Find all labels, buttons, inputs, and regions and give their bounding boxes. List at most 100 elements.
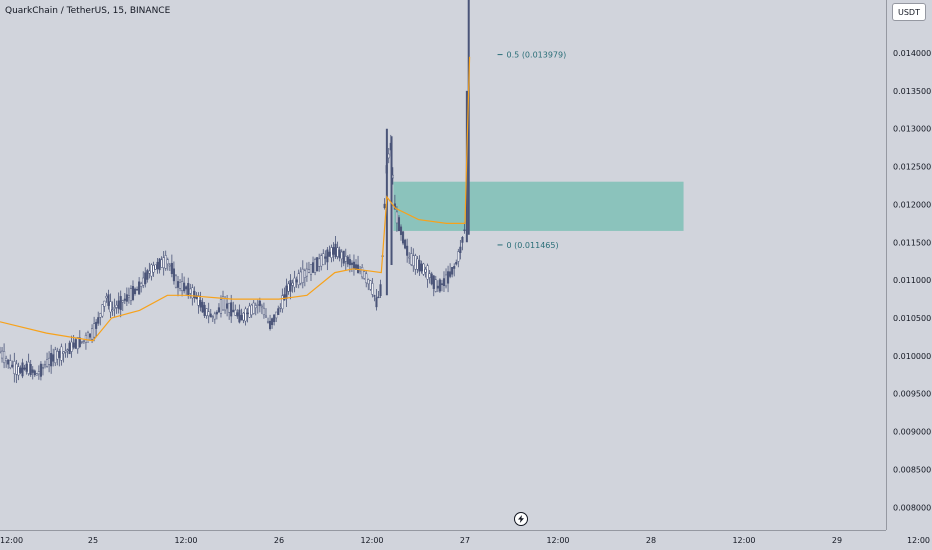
x-tick-label: 12:00 (174, 536, 197, 545)
candle-body (418, 260, 421, 272)
candle-body (136, 289, 139, 291)
candle-body (131, 286, 135, 300)
candle-body (3, 351, 6, 364)
candle-body (336, 247, 339, 257)
candle-body (330, 247, 333, 258)
candle-body (303, 270, 306, 278)
candle-body (148, 270, 151, 274)
candle-body (191, 287, 194, 299)
candle-body (444, 274, 448, 287)
candle-body (434, 279, 437, 292)
candle-body (15, 363, 18, 375)
candle-body (11, 364, 14, 367)
fib-zone-box[interactable] (393, 181, 684, 231)
candle-body (291, 282, 294, 286)
candle-body (410, 253, 413, 265)
candle-body (7, 359, 10, 365)
candle-body (344, 256, 347, 262)
candle-body (281, 295, 284, 310)
candle-body (209, 313, 212, 318)
candle-body (365, 273, 368, 284)
y-tick-label: 0.008500 (893, 465, 931, 474)
candle-body (342, 250, 345, 264)
candle-body (447, 271, 450, 284)
candle-body (279, 306, 282, 309)
candle-body (328, 251, 331, 257)
candle-body (0, 350, 4, 359)
candle-body (119, 296, 122, 310)
candle-body (76, 337, 79, 350)
y-tick-label: 0.013000 (893, 125, 931, 134)
candle-body (156, 261, 159, 269)
candle-body (436, 285, 439, 289)
candle-body (27, 361, 30, 374)
candle-body (111, 309, 114, 311)
candle-body (252, 302, 255, 314)
candle-body (309, 263, 313, 275)
candle-body (109, 301, 112, 313)
candle-body (244, 308, 247, 322)
candle-body (318, 258, 321, 267)
candle-body (232, 309, 235, 313)
candle-body (246, 312, 249, 315)
candle-body (438, 279, 441, 292)
candle-body (379, 284, 382, 296)
candle-body (324, 256, 327, 259)
candle-body (72, 342, 75, 348)
y-tick-label: 0.009000 (893, 428, 931, 437)
candle-body (52, 354, 55, 362)
candle-body (21, 362, 24, 377)
y-tick-label: 0.010000 (893, 352, 931, 361)
candle-body (295, 279, 298, 283)
candle-body (305, 268, 308, 277)
candle-body (449, 271, 452, 277)
candle-body (352, 261, 356, 270)
candle-body (166, 259, 169, 265)
candle-body (146, 270, 149, 280)
symbol-title: QuarkChain / TetherUS, 15, BINANCE (5, 6, 171, 16)
candle-body (158, 258, 161, 271)
candle-body (334, 243, 337, 258)
candle-body (29, 364, 32, 375)
y-tick-label: 0.014000 (893, 49, 931, 58)
candle-body (54, 349, 57, 364)
lightning-logo-icon[interactable] (514, 512, 528, 526)
candle-body (121, 300, 124, 303)
candle-body (350, 262, 353, 265)
candle-body (277, 308, 280, 315)
candle-body (185, 286, 188, 290)
candle-body (95, 321, 98, 329)
candle-body (285, 285, 288, 299)
candle-body (455, 261, 458, 265)
candle-body (58, 350, 61, 358)
x-tick-label: 26 (274, 536, 284, 545)
candle-body (271, 318, 274, 325)
candle-body (203, 304, 206, 316)
candle-body (170, 262, 173, 275)
x-tick-label: 12:00 (360, 536, 383, 545)
candle-body (17, 366, 20, 376)
candle-body (142, 277, 145, 286)
x-tick-label: 25 (88, 536, 98, 545)
y-tick-label: 0.013500 (893, 87, 931, 96)
candle-body (293, 277, 296, 288)
candle-body (88, 333, 92, 338)
candle-body (301, 268, 304, 283)
currency-button[interactable]: USDT (892, 3, 926, 21)
candle-body (248, 305, 251, 318)
candle-body (221, 296, 225, 311)
candle-body (152, 265, 155, 273)
candle-body (197, 295, 200, 306)
candle-body (461, 237, 464, 243)
candle-body (371, 283, 374, 295)
candle-body (373, 295, 376, 297)
x-tick-label: 12:00 (0, 536, 23, 545)
candle-body (105, 296, 108, 299)
candle-body (138, 281, 141, 295)
candle-body (82, 340, 85, 342)
moving-average-line (0, 56, 471, 342)
candle-body (416, 258, 419, 270)
candle-body (164, 255, 167, 269)
candle-body (387, 153, 390, 159)
